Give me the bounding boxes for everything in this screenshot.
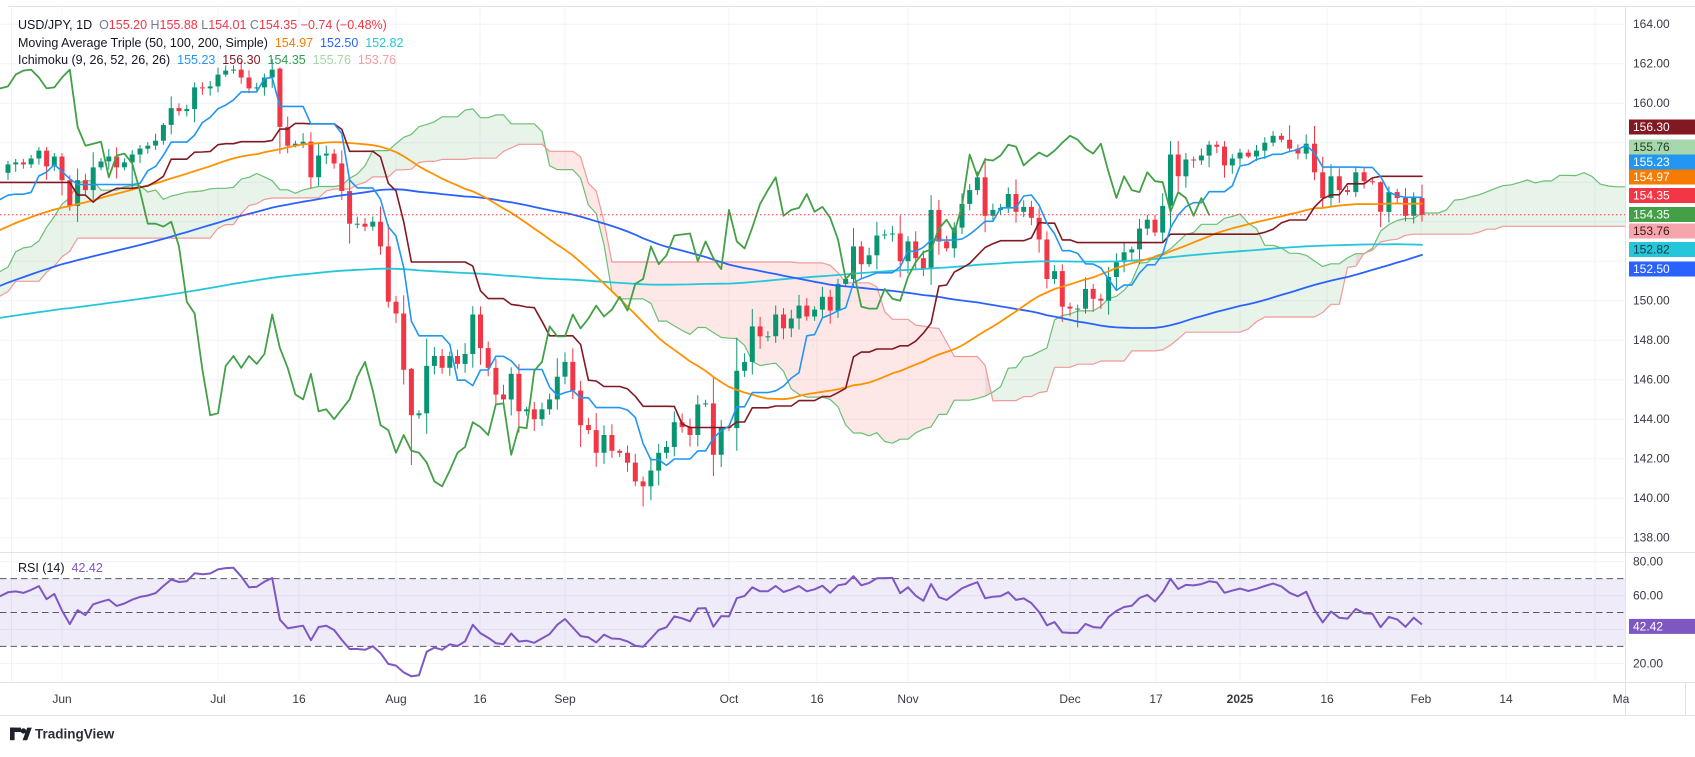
svg-text:138.00: 138.00 [1633, 531, 1670, 545]
svg-text:Moving Average Triple (50, 100: Moving Average Triple (50, 100, 200, Sim… [18, 36, 404, 50]
svg-text:Feb: Feb [1411, 692, 1432, 706]
svg-text:60.00: 60.00 [1633, 589, 1663, 603]
svg-text:140.00: 140.00 [1633, 491, 1670, 505]
svg-text:Nov: Nov [897, 692, 918, 706]
svg-text:Sep: Sep [554, 692, 576, 706]
svg-text:16: 16 [1320, 692, 1334, 706]
svg-text:20.00: 20.00 [1633, 656, 1663, 670]
svg-text:Ma: Ma [1613, 692, 1630, 706]
svg-text:154.35: 154.35 [1633, 208, 1670, 222]
svg-text:Ichimoku (9, 26, 52, 26, 26): Ichimoku (9, 26, 52, 26, 26) 155.23 156.… [18, 53, 396, 67]
svg-text:142.00: 142.00 [1633, 452, 1670, 466]
svg-text:RSI (14) 42.42: RSI (14) 42.42 [18, 561, 103, 575]
svg-text:17: 17 [1149, 692, 1163, 706]
svg-text:154.97: 154.97 [1633, 170, 1670, 184]
svg-text:Oct: Oct [720, 692, 739, 706]
svg-text:153.76: 153.76 [1633, 224, 1670, 238]
svg-text:Jul: Jul [210, 692, 225, 706]
svg-text:164.00: 164.00 [1633, 17, 1670, 31]
svg-text:150.00: 150.00 [1633, 294, 1670, 308]
svg-text:80.00: 80.00 [1633, 555, 1663, 569]
svg-text:144.00: 144.00 [1633, 412, 1670, 426]
svg-text:152.82: 152.82 [1633, 243, 1670, 257]
svg-text:42.42: 42.42 [1633, 620, 1663, 634]
svg-text:TradingView: TradingView [35, 727, 115, 742]
svg-text:162.00: 162.00 [1633, 57, 1670, 71]
svg-text:146.00: 146.00 [1633, 373, 1670, 387]
svg-text:16: 16 [473, 692, 487, 706]
svg-text:148.00: 148.00 [1633, 333, 1670, 347]
svg-text:155.23: 155.23 [1633, 155, 1670, 169]
svg-text:156.30: 156.30 [1633, 120, 1670, 134]
svg-text:14: 14 [1499, 692, 1513, 706]
svg-text:154.35: 154.35 [1633, 189, 1670, 203]
svg-text:155.76: 155.76 [1633, 140, 1670, 154]
svg-text:160.00: 160.00 [1633, 96, 1670, 110]
svg-text:Dec: Dec [1059, 692, 1080, 706]
svg-text:Jun: Jun [52, 692, 71, 706]
svg-text:16: 16 [810, 692, 824, 706]
svg-text:2025: 2025 [1227, 692, 1254, 706]
svg-text:152.50: 152.50 [1633, 262, 1670, 276]
svg-text:Aug: Aug [385, 692, 406, 706]
svg-text:16: 16 [292, 692, 306, 706]
svg-text:USD/JPY, 1D O155.20 H155.88 L: USD/JPY, 1D O155.20 H155.88 L154.01 C154… [18, 18, 387, 32]
